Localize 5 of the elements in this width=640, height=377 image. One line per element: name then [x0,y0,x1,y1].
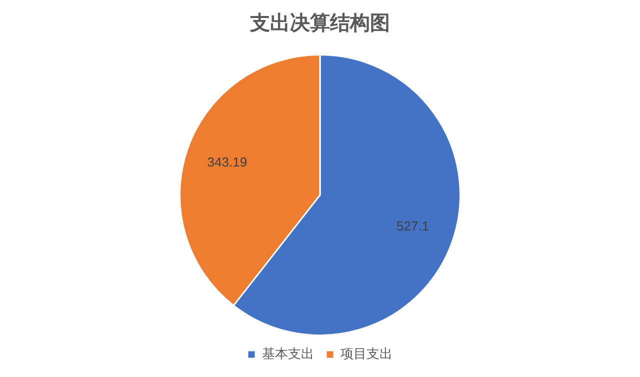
data-label: 343.19 [207,154,248,170]
chart-title: 支出决算结构图 [249,12,390,35]
legend-label: 基本支出 [262,346,314,362]
data-label: 527.1 [396,218,430,234]
legend-label: 项目支出 [340,346,392,362]
